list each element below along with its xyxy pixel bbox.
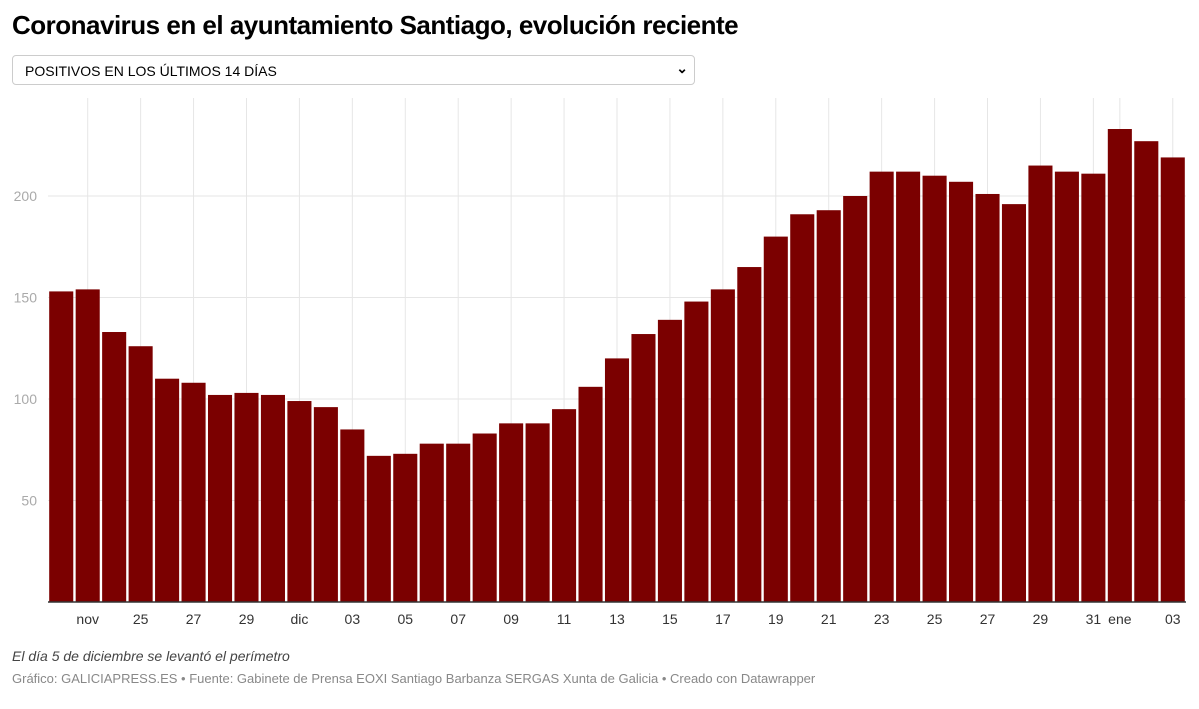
bar[interactable] [1054, 171, 1079, 602]
bar[interactable] [260, 394, 285, 602]
bar[interactable] [128, 346, 153, 602]
bar[interactable] [843, 196, 868, 602]
bar[interactable] [604, 358, 630, 602]
bar[interactable] [552, 409, 577, 602]
bar[interactable] [684, 301, 709, 602]
chart-note: El día 5 de diciembre se levantó el perí… [12, 648, 290, 664]
bar[interactable] [710, 289, 735, 602]
chevron-down-icon: ⌄ [676, 60, 688, 76]
x-tick-label: 19 [768, 611, 784, 627]
bar[interactable] [340, 429, 365, 602]
bar[interactable] [446, 443, 471, 602]
x-tick-label: 09 [503, 611, 519, 627]
x-tick-label: 13 [609, 611, 625, 627]
x-tick-label: 05 [397, 611, 413, 627]
x-tick-label: 03 [1165, 611, 1181, 627]
bar[interactable] [869, 171, 894, 602]
bar[interactable] [393, 453, 418, 602]
x-tick-label: 07 [450, 611, 466, 627]
x-tick-label: ene [1108, 611, 1132, 627]
bar[interactable] [975, 193, 1000, 602]
bar[interactable] [1081, 173, 1106, 603]
bar[interactable] [75, 289, 100, 602]
y-tick-label: 50 [21, 493, 37, 509]
bar[interactable] [578, 386, 603, 602]
x-tick-label: 23 [874, 611, 890, 627]
x-tick-label: 11 [557, 611, 572, 627]
bar[interactable] [181, 382, 206, 602]
bar[interactable] [816, 210, 841, 602]
bar[interactable] [49, 291, 74, 602]
bar[interactable] [472, 433, 497, 602]
x-tick-label: 29 [239, 611, 255, 627]
bar[interactable] [102, 332, 127, 602]
bar[interactable] [499, 423, 524, 602]
x-tick-label: 29 [1033, 611, 1049, 627]
bar[interactable] [949, 181, 974, 602]
x-tick-label: 03 [345, 611, 361, 627]
bar[interactable] [657, 319, 682, 602]
x-tick-label: nov [76, 611, 99, 627]
bar[interactable] [1134, 141, 1159, 602]
bar[interactable] [1107, 129, 1132, 602]
x-tick-label: 21 [821, 611, 837, 627]
bar[interactable] [631, 334, 656, 602]
bar[interactable] [155, 378, 180, 602]
bar[interactable] [922, 175, 947, 602]
x-tick-label: 15 [662, 611, 678, 627]
x-tick-label: dic [290, 611, 308, 627]
x-tick-label: 17 [715, 611, 731, 627]
y-tick-label: 150 [14, 290, 38, 306]
bar[interactable] [1160, 157, 1185, 602]
bar[interactable] [366, 455, 391, 602]
bar[interactable] [207, 394, 233, 602]
bar[interactable] [896, 171, 921, 602]
bar[interactable] [1028, 165, 1053, 603]
dropdown-value: POSITIVOS EN LOS ÚLTIMOS 14 DÍAS [25, 63, 277, 79]
bar[interactable] [313, 407, 338, 602]
bar[interactable] [234, 392, 259, 602]
bar[interactable] [419, 443, 444, 602]
x-tick-label: 25 [927, 611, 943, 627]
bar[interactable] [737, 267, 762, 602]
chart-title: Coronavirus en el ayuntamiento Santiago,… [12, 10, 739, 40]
chart-source: Gráfico: GALICIAPRESS.ES • Fuente: Gabin… [12, 671, 816, 686]
bar[interactable] [287, 401, 312, 602]
metric-dropdown[interactable]: POSITIVOS EN LOS ÚLTIMOS 14 DÍAS ⌄ [12, 55, 695, 85]
x-tick-label: 31 [1086, 611, 1102, 627]
bar[interactable] [525, 423, 550, 602]
y-tick-label: 100 [14, 391, 38, 407]
bar[interactable] [763, 236, 788, 602]
bar[interactable] [790, 214, 815, 602]
x-tick-label: 25 [133, 611, 149, 627]
y-tick-label: 200 [14, 188, 38, 204]
x-tick-label: 27 [186, 611, 202, 627]
bar[interactable] [1001, 204, 1027, 602]
bar-chart: 50 100 150 200 nov 25 27 29 dic 03 05 07 09 11 13 15 17 1… [14, 98, 1186, 627]
x-tick-label: 27 [980, 611, 996, 627]
